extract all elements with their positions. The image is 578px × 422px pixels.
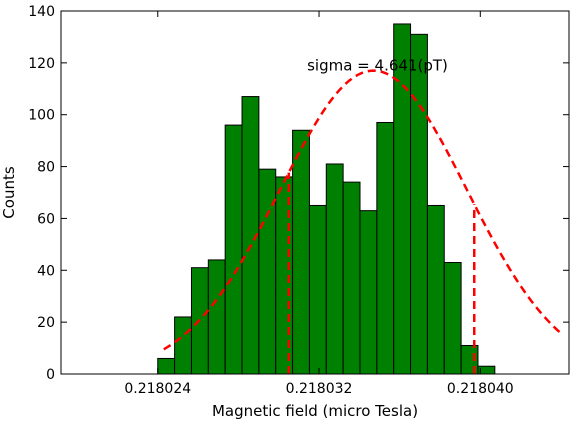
histogram-bar [292, 129, 310, 374]
histogram-bar [325, 163, 344, 374]
y-tick-label: 20 [37, 315, 55, 331]
histogram-bar [393, 23, 412, 374]
x-tick-label: 0.218040 [447, 381, 514, 397]
y-tick-label: 0 [46, 367, 55, 383]
histogram-bar [376, 121, 395, 374]
y-tick-label: 100 [28, 108, 55, 124]
sigma-annotation: sigma = 4.641(pT) [307, 56, 448, 74]
histogram-bars [157, 23, 496, 374]
histogram-bar [477, 365, 496, 374]
histogram-bar [443, 262, 462, 374]
histogram-bar [275, 176, 294, 374]
histogram-bar [207, 259, 226, 374]
y-tick-label: 120 [28, 56, 55, 72]
histogram-bar [410, 33, 428, 374]
y-tick-label: 40 [37, 263, 55, 279]
gaussian-fit-layer [163, 69, 562, 374]
x-tick-label: 0.218032 [286, 381, 353, 397]
gaussian-fit-curve [163, 69, 562, 351]
histogram-bar [258, 168, 277, 374]
histogram-bar [359, 210, 378, 374]
y-tick-label: 60 [37, 211, 55, 227]
histogram-bar [174, 316, 192, 374]
histogram-bar [157, 357, 176, 374]
axis-ticks: 0.218024 0.218032 0.218040 0 20 40 60 80 100 120 1… [28, 4, 569, 397]
x-tick-label: 0.218024 [124, 381, 191, 397]
histogram-bar [426, 204, 445, 374]
x-axis-label: Magnetic field (micro Tesla) [212, 402, 418, 420]
histogram-bar [308, 204, 327, 374]
y-tick-label: 140 [28, 4, 55, 20]
y-tick-label: 80 [37, 160, 55, 176]
histogram-bar [224, 124, 243, 374]
histogram-bar [342, 181, 361, 374]
y-axis-label: Counts [0, 166, 18, 219]
plot-frame [60, 10, 570, 375]
